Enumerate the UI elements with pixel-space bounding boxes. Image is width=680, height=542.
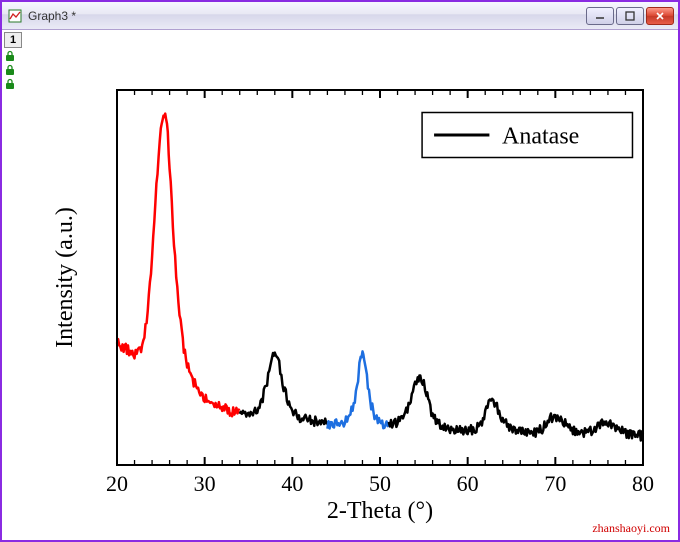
xtick-label: 40 bbox=[281, 471, 303, 496]
chart-area[interactable]: 20 30 40 50 60 70 80 2-Theta (°) Intensity (a.u.… bbox=[42, 70, 658, 530]
window-title: Graph3 * bbox=[28, 9, 586, 23]
window-frame: Graph3 * 1 20 30 40 50 60 70 80 2-Theta (°) Inte… bbox=[0, 0, 680, 542]
legend-label: Anatase bbox=[502, 123, 579, 149]
xtick-label: 50 bbox=[369, 471, 391, 496]
x-axis-label: 2-Theta (°) bbox=[327, 498, 433, 524]
layer-sidebar: 1 bbox=[4, 32, 22, 90]
xtick-label: 70 bbox=[544, 471, 566, 496]
layer-button[interactable]: 1 bbox=[4, 32, 22, 48]
minimize-button[interactable] bbox=[586, 7, 614, 25]
app-icon bbox=[8, 9, 22, 23]
xtick-label: 30 bbox=[194, 471, 216, 496]
title-bar[interactable]: Graph3 * bbox=[2, 2, 678, 30]
y-axis-label: Intensity (a.u.) bbox=[52, 207, 78, 348]
close-button[interactable] bbox=[646, 7, 674, 25]
xtick-label: 80 bbox=[632, 471, 654, 496]
xtick-label: 20 bbox=[106, 471, 128, 496]
lock-icon bbox=[4, 64, 16, 76]
window-buttons bbox=[586, 7, 674, 25]
lock-icon bbox=[4, 50, 16, 62]
xtick-label: 60 bbox=[457, 471, 479, 496]
client-area: 1 20 30 40 50 60 70 80 2-Theta (°) Intensity (a.… bbox=[2, 30, 678, 540]
lock-icon bbox=[4, 78, 16, 90]
maximize-button[interactable] bbox=[616, 7, 644, 25]
watermark-text: zhanshaoyi.com bbox=[592, 521, 670, 536]
